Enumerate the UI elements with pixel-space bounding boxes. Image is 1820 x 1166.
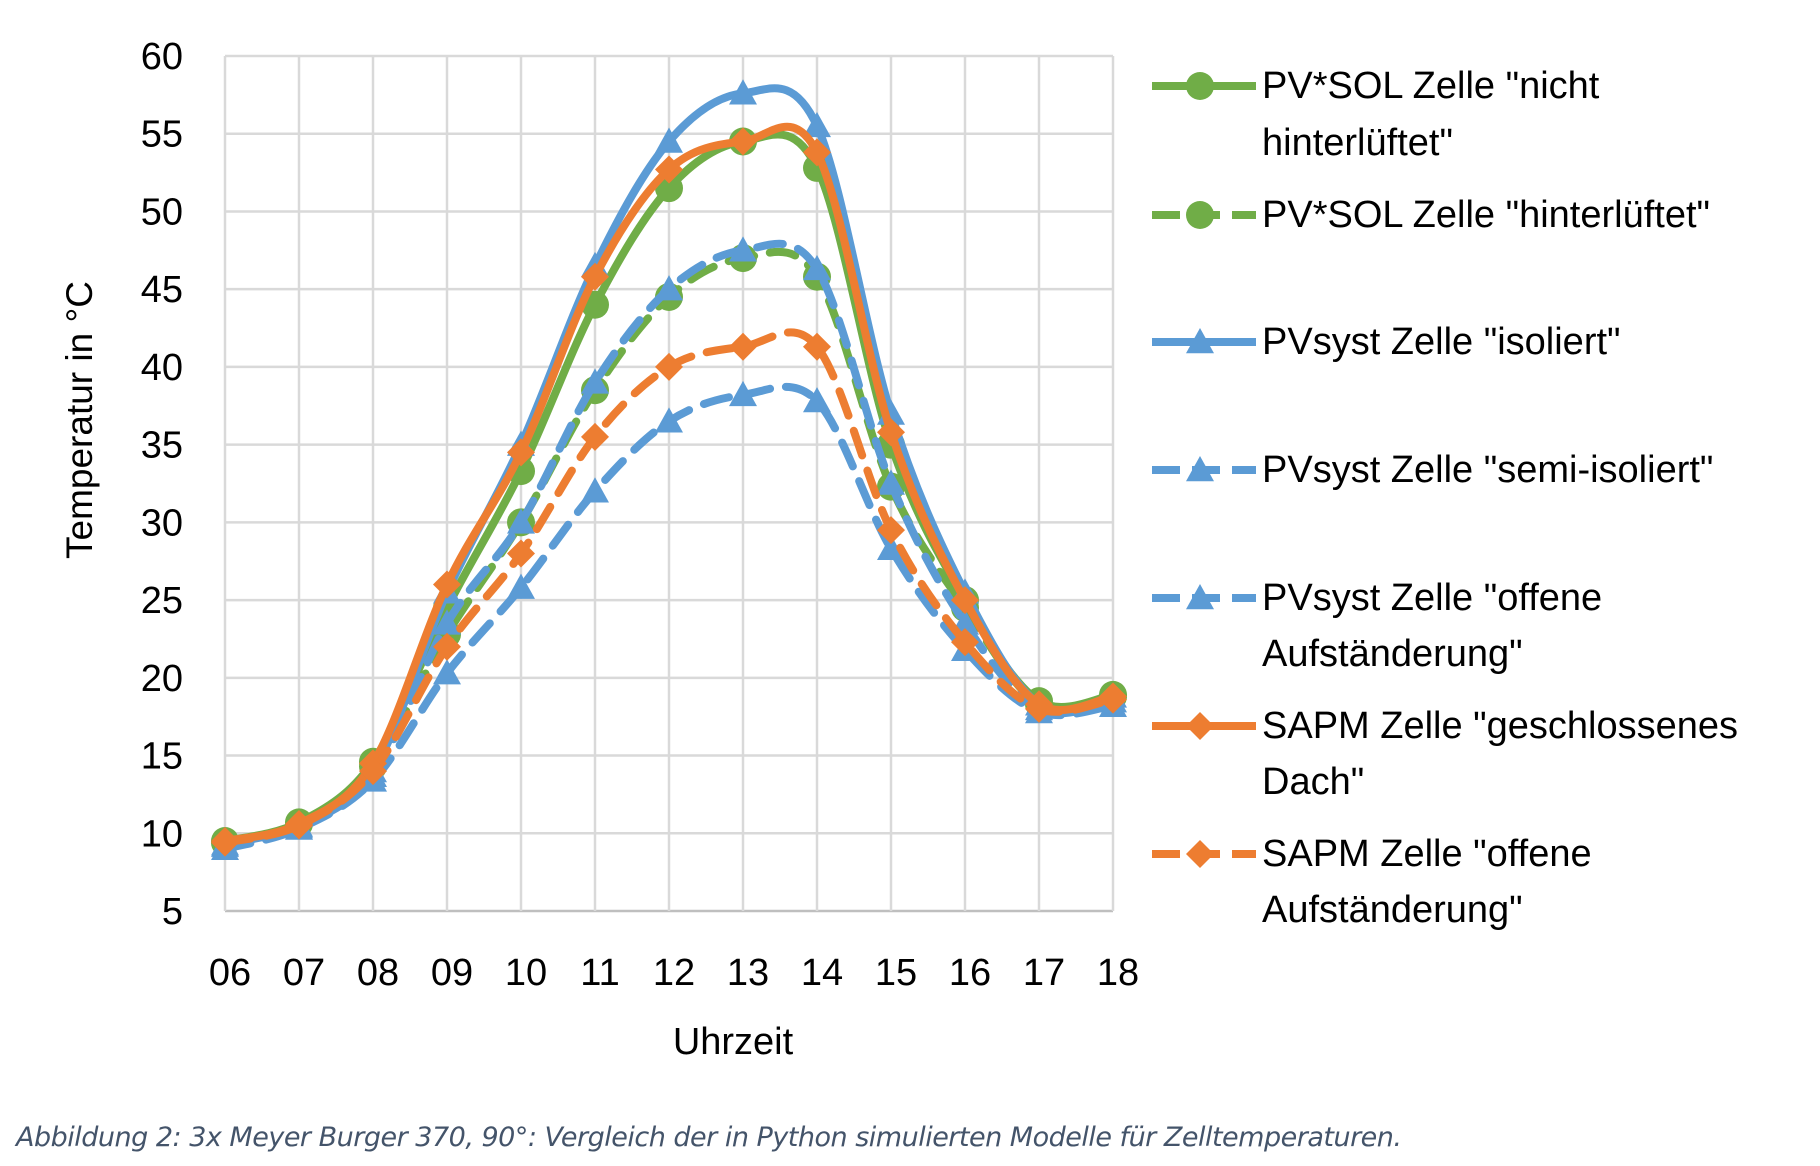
diamond-marker: [1025, 694, 1053, 723]
diamond-marker: [655, 352, 683, 381]
diamond-marker: [729, 332, 757, 361]
triangle-marker: [729, 236, 757, 262]
x-tick-label: 12: [653, 952, 695, 994]
legend-diamond-marker: [1186, 840, 1214, 868]
legend-item: PVsyst Zelle "offene Aufständerung": [1152, 577, 1602, 675]
diamond-marker: [433, 570, 461, 599]
x-tick-label: 06: [209, 952, 251, 994]
x-tick-label: 18: [1097, 952, 1139, 994]
y-tick-label: 30: [141, 502, 183, 544]
legend-label: PVsyst Zelle "isoliert": [1262, 321, 1621, 363]
diamond-marker: [729, 127, 757, 156]
diamond-marker: [803, 138, 831, 167]
legend-circle-marker: [1186, 72, 1214, 100]
diamond-marker: [285, 811, 313, 840]
legend-label: PVsyst Zelle "semi-isoliert": [1262, 449, 1713, 491]
legend-item: PV*SOL Zelle "nicht hinterlüftet": [1152, 65, 1600, 164]
x-tick-label: 16: [949, 952, 991, 994]
y-tick-label: 50: [141, 191, 183, 233]
diamond-marker: [951, 628, 979, 657]
diamond-marker: [581, 262, 609, 291]
series-7: [211, 328, 1127, 857]
x-axis-title: Uhrzeit: [673, 1021, 794, 1063]
x-tick-label: 14: [801, 952, 843, 994]
triangle-marker: [655, 407, 683, 433]
legend-label: PVsyst Zelle "offene: [1262, 577, 1602, 619]
triangle-marker: [433, 609, 461, 635]
legend-triangle-marker: [1186, 584, 1214, 610]
triangle-marker: [655, 275, 683, 301]
diamond-marker: [359, 757, 387, 786]
series-group: [211, 79, 1127, 861]
legend-label: SAPM Zelle "offene: [1262, 833, 1592, 875]
line-chart: 5 10 15 20 25 30 35 40 45 50 55 60 06 07 08 09 10 11 12 13…: [59, 36, 1738, 1063]
legend-label: Aufständerung": [1262, 889, 1523, 931]
y-tick-label: 35: [141, 425, 183, 467]
legend-label: PV*SOL Zelle "hinterlüftet": [1262, 194, 1710, 236]
diamond-marker: [951, 586, 979, 615]
legend-diamond-marker: [1186, 712, 1214, 740]
x-tick-label: 13: [727, 952, 769, 994]
triangle-marker: [803, 387, 831, 413]
x-tick-label: 11: [580, 952, 619, 994]
triangle-marker: [729, 380, 757, 407]
diamond-marker: [803, 332, 831, 361]
x-tick-labels: 06 07 08 09 10 11 12 13 14 15 16 17 18: [209, 952, 1139, 994]
y-tick-label: 10: [141, 813, 183, 855]
triangle-marker: [507, 573, 535, 599]
y-tick-label: 15: [141, 736, 183, 778]
y-axis-title: Temperatur in °C: [59, 281, 100, 559]
legend-label: hinterlüftet": [1262, 122, 1453, 164]
x-tick-label: 10: [505, 952, 547, 994]
figure-caption: Abbildung 2: 3x Meyer Burger 370, 90°: V…: [16, 1122, 1402, 1153]
triangle-marker: [581, 477, 609, 503]
triangle-marker: [729, 79, 757, 105]
x-tick-label: 17: [1023, 952, 1065, 994]
legend-label: SAPM Zelle "geschlossenes: [1262, 705, 1738, 747]
y-tick-label: 60: [141, 36, 183, 78]
diamond-marker: [581, 422, 609, 451]
diamond-marker: [507, 539, 535, 568]
triangle-marker: [877, 534, 905, 560]
diamond-marker: [877, 516, 905, 545]
triangle-marker: [803, 111, 831, 138]
y-tick-label: 55: [141, 114, 183, 156]
x-tick-label: 09: [431, 952, 473, 994]
legend-label: Dach": [1262, 761, 1364, 803]
legend-item: PVsyst Zelle "isoliert": [1152, 321, 1621, 363]
x-tick-label: 08: [357, 952, 399, 994]
legend-item: PVsyst Zelle "semi-isoliert": [1152, 449, 1713, 491]
legend-label: Aufständerung": [1262, 633, 1523, 675]
x-tick-label: 15: [875, 952, 917, 994]
diamond-marker: [433, 632, 461, 661]
legend-triangle-marker: [1186, 328, 1214, 354]
diamond-marker: [1099, 685, 1127, 714]
y-tick-labels: 5 10 15 20 25 30 35 40 45 50 55 60: [141, 36, 183, 933]
legend-label: PV*SOL Zelle "nicht: [1262, 65, 1600, 107]
legend-item: SAPM Zelle "offene Aufständerung": [1152, 833, 1592, 931]
triangle-marker: [655, 127, 683, 153]
triangle-marker: [581, 368, 609, 394]
y-tick-label: 40: [141, 347, 183, 389]
legend-item: SAPM Zelle "geschlossenes Dach": [1152, 705, 1738, 803]
y-tick-label: 5: [162, 891, 183, 933]
triangle-marker: [507, 508, 535, 534]
y-tick-label: 20: [141, 658, 183, 700]
legend-item: PV*SOL Zelle "hinterlüftet": [1152, 194, 1710, 236]
diamond-marker: [655, 155, 683, 184]
diamond-marker: [507, 438, 535, 467]
triangle-marker: [803, 254, 831, 281]
triangle-marker: [877, 469, 905, 495]
diamond-marker: [877, 418, 905, 447]
legend-triangle-marker: [1186, 456, 1214, 482]
y-tick-label: 25: [141, 580, 183, 622]
x-tick-label: 07: [283, 952, 325, 994]
triangle-marker: [433, 659, 461, 685]
y-tick-label: 45: [141, 269, 183, 311]
diamond-marker: [211, 828, 239, 857]
legend-circle-marker: [1186, 201, 1214, 229]
